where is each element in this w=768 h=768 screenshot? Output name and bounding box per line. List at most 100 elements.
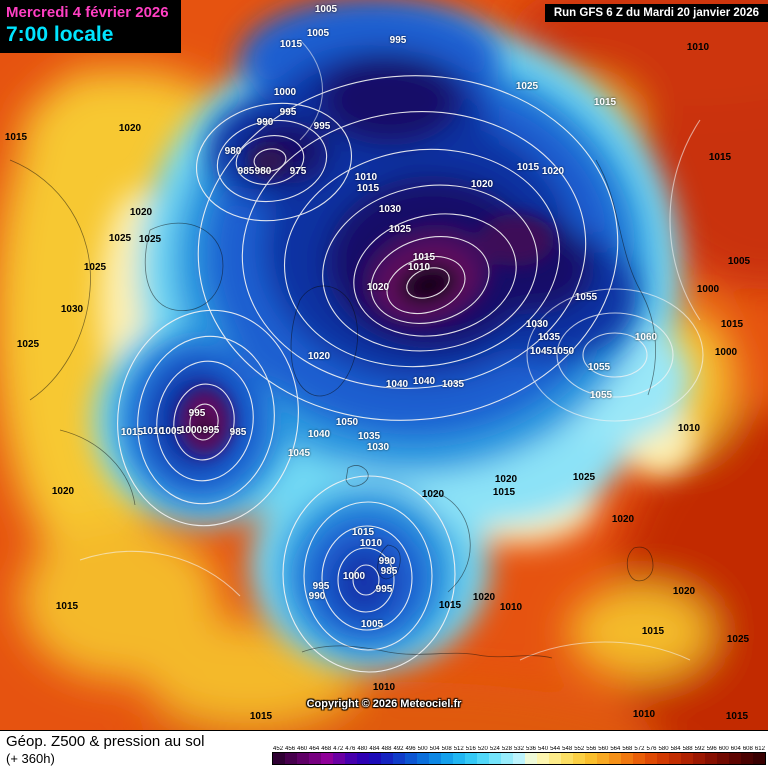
scale-color-cell — [729, 753, 741, 764]
scale-color-cell — [633, 753, 645, 764]
scale-color-cell — [717, 753, 729, 764]
pressure-label: 1020 — [611, 514, 635, 525]
pressure-label: 1020 — [472, 592, 496, 603]
pressure-label: 1015 — [641, 626, 665, 637]
scale-color-cell — [609, 753, 621, 764]
scale-color-cell — [417, 753, 429, 764]
scale-value: 556 — [586, 746, 597, 752]
legend-title: Géop. Z500 & pression au sol — [6, 733, 205, 750]
pressure-label: 1015 — [120, 427, 144, 438]
scale-color-cell — [273, 753, 285, 764]
pressure-label: 990 — [308, 591, 326, 602]
pressure-label: 995 — [202, 425, 220, 436]
scale-color-cell — [753, 753, 765, 764]
pressure-label: 995 — [188, 408, 206, 419]
scale-value: 464 — [309, 746, 320, 752]
scale-value: 492 — [393, 746, 404, 752]
pressure-label: 1025 — [16, 339, 40, 350]
scale-value: 564 — [610, 746, 621, 752]
pressure-label: 1015 — [55, 601, 79, 612]
pressure-label: 1025 — [83, 262, 107, 273]
pressure-label: 1020 — [366, 282, 390, 293]
pressure-label: 1020 — [541, 166, 565, 177]
scale-value: 472 — [333, 746, 344, 752]
scale-color-cell — [309, 753, 321, 764]
pressure-label: 1015 — [720, 319, 744, 330]
pressure-label: 1015 — [725, 711, 749, 722]
pressure-label: 985 — [237, 166, 255, 177]
pressure-label: 1050 — [551, 346, 575, 357]
scale-color-cell — [585, 753, 597, 764]
pressure-label: 1025 — [388, 224, 412, 235]
scale-color-cell — [345, 753, 357, 764]
scale-value: 500 — [417, 746, 428, 752]
pressure-label: 1010 — [372, 682, 396, 693]
pressure-label: 1010 — [359, 538, 383, 549]
scale-color-cell — [669, 753, 681, 764]
pressure-label: 1010 — [686, 42, 710, 53]
pressure-label: 990 — [256, 117, 274, 128]
pressure-label: 1015 — [356, 183, 380, 194]
scale-value: 512 — [453, 746, 464, 752]
scale-value: 596 — [706, 746, 717, 752]
scale-color-cell — [525, 753, 537, 764]
scale-value: 532 — [513, 746, 524, 752]
scale-color-cell — [477, 753, 489, 764]
forecast-datetime-box: Mercredi 4 février 2026 7:00 locale — [0, 0, 181, 53]
pressure-label: 1020 — [470, 179, 494, 190]
scale-value: 592 — [694, 746, 705, 752]
pressure-label: 1010 — [354, 172, 378, 183]
scale-color-cell — [333, 753, 345, 764]
scale-color-cell — [393, 753, 405, 764]
pressure-label: 985 — [229, 427, 247, 438]
pressure-label: 1025 — [138, 234, 162, 245]
forecast-hour-label: (+ 360h) — [6, 751, 55, 766]
pressure-label: 1015 — [4, 132, 28, 143]
scale-value: 480 — [357, 746, 368, 752]
map-time: 7:00 locale — [6, 23, 114, 46]
pressure-label: 1005 — [314, 4, 338, 15]
scale-value: 612 — [754, 746, 765, 752]
scale-value: 456 — [285, 746, 296, 752]
pressure-label: 1045 — [529, 346, 553, 357]
pressure-label: 1020 — [129, 207, 153, 218]
pressure-label: 1020 — [421, 489, 445, 500]
legend-text-block: Géop. Z500 & pression au sol (+ 360h) — [0, 731, 272, 768]
pressure-labels-layer: 1005 1005 995 1015 1025 1000 1015 995 990 995 980 9… — [4, 4, 750, 722]
scale-values-row: 452 456 460 464 468 472 476 480 484 488 492 496 500 5… — [272, 746, 766, 752]
scale-value: 584 — [670, 746, 681, 752]
map-date: Mercredi 4 février 2026 — [6, 4, 169, 21]
scale-value: 572 — [634, 746, 645, 752]
pressure-label: 1060 — [634, 332, 658, 343]
pressure-label: 1025 — [726, 634, 750, 645]
scale-color-cell — [657, 753, 669, 764]
pressure-label: 1015 — [412, 252, 436, 263]
pressure-label: 1030 — [525, 319, 549, 330]
scale-color-cell — [645, 753, 657, 764]
pressure-label: 1055 — [574, 292, 598, 303]
scale-value: 588 — [682, 746, 693, 752]
pressure-label: 1015 — [516, 162, 540, 173]
scale-color-cell — [681, 753, 693, 764]
pressure-label: 1020 — [307, 351, 331, 362]
scale-color-cell — [537, 753, 549, 764]
isobar-contours — [79, 39, 704, 673]
scale-color-cell — [489, 753, 501, 764]
scale-value: 504 — [429, 746, 440, 752]
pressure-label: 995 — [313, 121, 331, 132]
pressure-label: 1010 — [499, 602, 523, 613]
pressure-label: 1000 — [696, 284, 720, 295]
pressure-label: 1015 — [249, 711, 273, 722]
scale-value: 496 — [405, 746, 416, 752]
scale-color-cell — [693, 753, 705, 764]
scale-value: 516 — [465, 746, 476, 752]
scale-color-cell — [441, 753, 453, 764]
scale-color-cell — [381, 753, 393, 764]
pressure-label: 1015 — [593, 97, 617, 108]
scale-value: 540 — [538, 746, 549, 752]
scale-color-cell — [573, 753, 585, 764]
scale-value: 536 — [526, 746, 537, 752]
scale-value: 580 — [658, 746, 669, 752]
pressure-label: 985 — [380, 566, 398, 577]
pressure-label: 1010 — [407, 262, 431, 273]
